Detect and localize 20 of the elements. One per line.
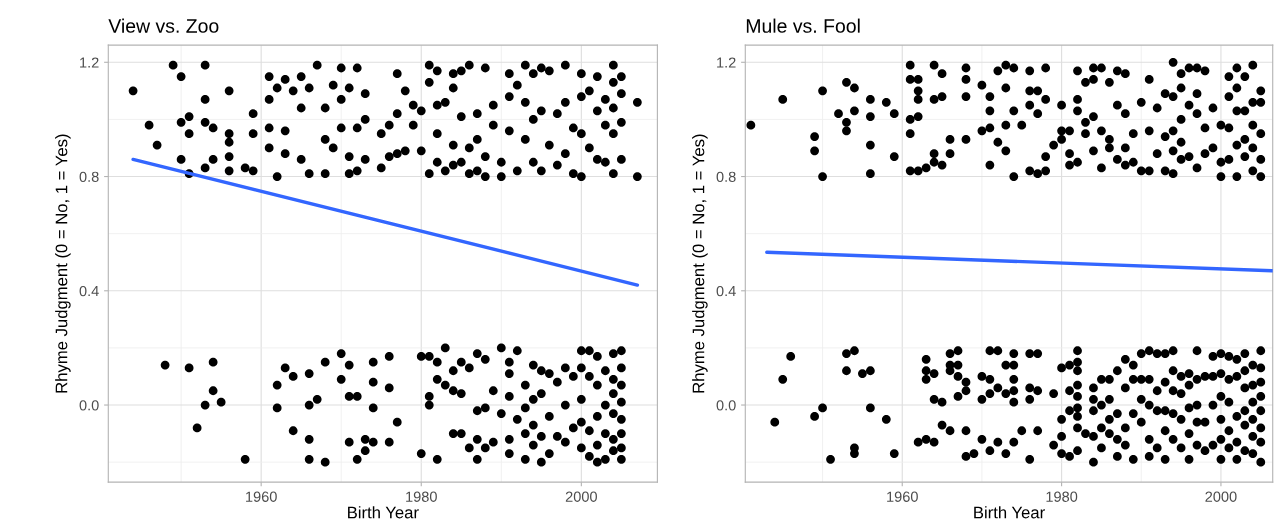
x-tick-label: 1980 xyxy=(1046,491,1078,502)
y-tick-label: 0.0 xyxy=(716,400,736,411)
y-tick-label: 0.4 xyxy=(716,285,736,297)
y-tick-label: 1.2 xyxy=(717,57,736,68)
y-axis-title: Rhyme Judgment (0 = No, 1 = Yes) xyxy=(692,134,708,393)
x-tick-label: 1980 xyxy=(406,491,437,502)
chart-title: View vs. Zoo xyxy=(108,18,219,33)
x-axis-title: Birth Year xyxy=(348,506,419,519)
chart-title: Mule vs. Fool xyxy=(746,18,860,33)
y-axis-title: Rhyme Judgment (0 = No, 1 = Yes) xyxy=(55,134,71,393)
x-axis-title: Birth Year xyxy=(974,506,1045,519)
y-tick-label: 0.8 xyxy=(716,171,736,182)
x-tick-label: 2000 xyxy=(565,491,597,502)
x-tick-label: 1960 xyxy=(887,491,918,502)
x-tick-label: 1960 xyxy=(246,491,277,502)
y-tick-label: 0.4 xyxy=(79,285,99,297)
y-tick-label: 0.0 xyxy=(79,400,99,411)
y-tick-label: 1.2 xyxy=(80,57,99,68)
x-tick-label: 2000 xyxy=(1205,491,1237,502)
y-tick-label: 0.8 xyxy=(79,171,99,182)
